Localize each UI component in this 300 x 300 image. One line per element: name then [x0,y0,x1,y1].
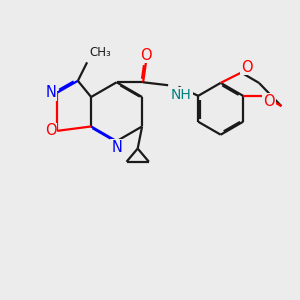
Text: N: N [111,140,122,155]
Text: O: O [263,94,275,109]
Text: O: O [140,48,152,63]
Text: O: O [241,60,252,75]
Text: CH₃: CH₃ [89,46,111,59]
Text: NH: NH [171,88,192,102]
Text: O: O [45,123,57,138]
Text: N: N [45,85,56,100]
